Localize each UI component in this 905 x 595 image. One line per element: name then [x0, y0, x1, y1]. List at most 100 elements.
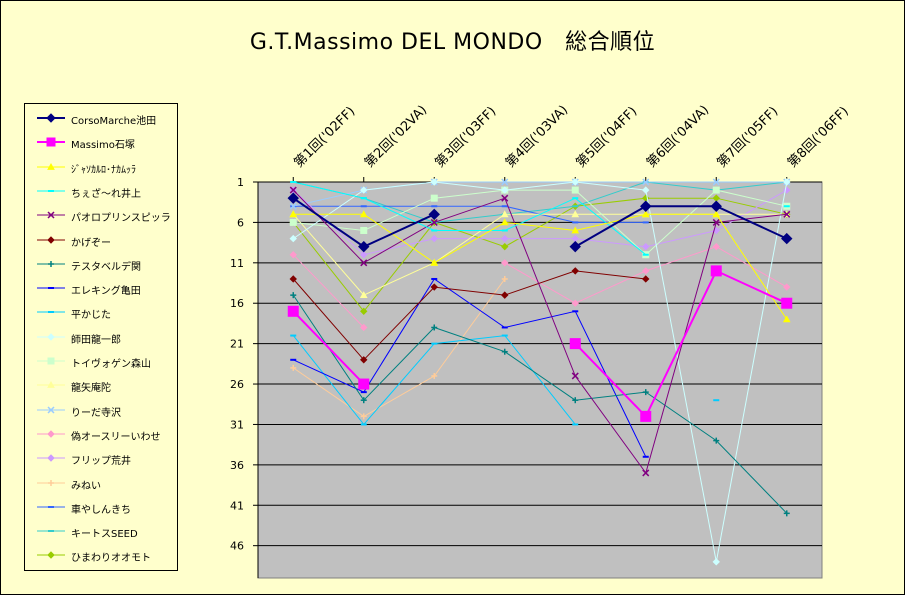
legend-label: ｼﾞｬｿｶﾙﾛ･ﾅｶﾑｯﾗ: [71, 164, 136, 176]
data-point: [571, 210, 580, 218]
legend-item: 龍矢庵陀: [25, 375, 177, 395]
series-line: [292, 270, 646, 361]
data-point: [431, 324, 438, 331]
data-point: [782, 315, 791, 323]
data-point: [430, 258, 439, 266]
legend-label: テスタベルデ関: [71, 261, 141, 273]
data-point: [358, 378, 370, 390]
legend-item: Massimo石塚: [25, 132, 177, 152]
data-point: [642, 469, 650, 477]
data-point: [712, 210, 721, 218]
series-7: [290, 277, 649, 458]
data-point: [289, 218, 297, 226]
data-point: [359, 291, 368, 299]
legend-swatch: [37, 430, 65, 438]
data-point: [500, 218, 509, 226]
data-point: [501, 242, 509, 251]
legend-label: ちぇざ～れ井上: [71, 188, 141, 200]
legend-swatch: [37, 530, 65, 533]
data-point: [642, 242, 650, 251]
y-tick-label: 36: [230, 459, 244, 472]
data-point: [360, 259, 368, 267]
y-tick-label: 41: [230, 499, 244, 512]
data-point: [501, 291, 509, 299]
series-4: [289, 186, 791, 477]
data-point: [290, 364, 297, 371]
legend-item: キートスSEED: [25, 521, 177, 541]
y-tick-label: 21: [230, 338, 244, 351]
legend-marker: [47, 551, 55, 560]
legend-item: CorsoMarche池田: [25, 108, 177, 128]
x-tick-label: 第5回('04FF): [573, 104, 640, 171]
x-tick-label: 第8回('06FF): [785, 104, 852, 171]
data-point: [571, 226, 580, 234]
data-point: [360, 226, 368, 234]
data-point: [289, 251, 297, 259]
legend-label: 師田龍一郎: [71, 334, 121, 346]
data-point: [289, 210, 298, 218]
legend-marker: [47, 162, 55, 170]
legend-marker: [47, 357, 55, 365]
y-tick-label: 26: [230, 378, 244, 391]
data-point: [640, 200, 652, 212]
legend-label: トイヴォゲン森山: [71, 359, 151, 370]
y-tick-label: 1: [237, 176, 244, 189]
legend-label: かげぞー: [71, 237, 111, 249]
series-line: [293, 205, 646, 223]
series-2: [289, 210, 791, 323]
data-point: [642, 186, 650, 194]
series-3: [290, 182, 790, 255]
data-point: [783, 283, 791, 291]
legend: CorsoMarche池田 Massimo石塚 ｼﾞｬｿｶﾙﾛ･ﾅｶﾑｯﾗ ちぇざ～れ…: [24, 103, 178, 571]
legend-item: ちぇざ～れ井上: [25, 181, 177, 201]
data-point: [571, 267, 579, 275]
data-point: [287, 192, 299, 204]
data-point: [501, 259, 509, 267]
data-point: [360, 413, 367, 420]
y-tick-label: 11: [230, 257, 244, 270]
data-point: [781, 297, 793, 309]
legend-label: 平かじた: [71, 310, 111, 322]
legend-swatch: [37, 113, 65, 123]
legend-swatch: [37, 454, 65, 462]
y-tick-label: 6: [237, 216, 244, 229]
series-15: [290, 275, 508, 420]
x-tick-label: 第3回('03FF): [432, 104, 499, 171]
data-point: [290, 292, 297, 299]
legend-marker: [47, 381, 55, 389]
chart-title: G.T.Massimo DEL MONDO 総合順位: [249, 30, 656, 55]
data-point: [642, 275, 650, 283]
legend-marker: [46, 137, 56, 147]
data-point: [501, 275, 508, 282]
series-line: [293, 278, 647, 458]
data-point: [783, 210, 791, 218]
legend-label: 車やしんきち: [71, 504, 131, 516]
y-tick-label: 46: [230, 540, 244, 553]
data-point: [289, 234, 297, 243]
data-point: [360, 356, 368, 364]
data-point: [781, 232, 793, 245]
legend-marker: [47, 211, 55, 219]
legend-swatch: [37, 211, 65, 219]
legend-item: パオロプリンスピッラ: [25, 205, 177, 225]
data-point: [712, 218, 720, 226]
x-tick-label: 第2回('02VA): [362, 103, 430, 171]
series-line: [293, 213, 788, 320]
legend-label: キートスSEED: [71, 529, 138, 541]
data-point: [287, 305, 299, 317]
data-point: [430, 194, 438, 202]
legend-label: パオロプリンスピッラ: [71, 213, 171, 225]
series-8: [290, 336, 720, 425]
data-point: [569, 240, 581, 253]
data-point: [783, 178, 791, 186]
data-point: [710, 265, 722, 277]
data-point: [360, 251, 368, 259]
legend-swatch: [37, 287, 65, 290]
data-point: [430, 218, 438, 226]
series-line: [292, 189, 788, 256]
series-line: [292, 269, 788, 419]
data-point: [572, 397, 579, 404]
data-point: [289, 275, 297, 283]
legend-item: みねい: [25, 473, 177, 493]
